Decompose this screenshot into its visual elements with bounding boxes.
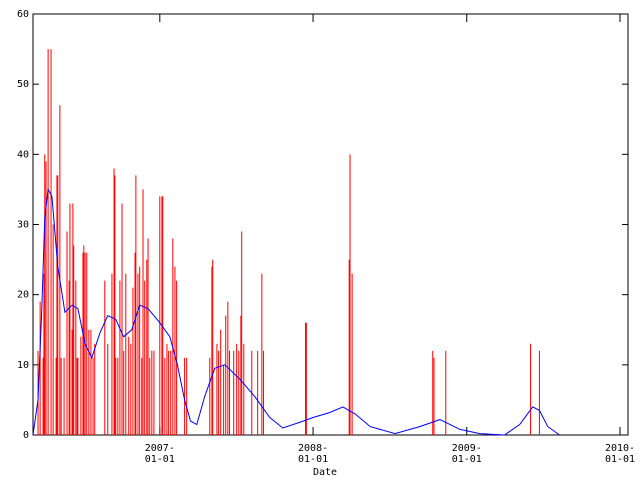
x-axis-label: Date xyxy=(313,467,337,478)
x-tick-label: 01-01 xyxy=(145,454,175,465)
y-tick-label: 50 xyxy=(17,79,29,90)
x-tick-label: 2007- xyxy=(145,443,175,454)
y-tick-label: 40 xyxy=(17,149,29,160)
x-tick-label: 01-01 xyxy=(298,454,328,465)
y-tick-label: 10 xyxy=(17,360,29,371)
smooth-line xyxy=(32,187,560,436)
x-tick-label: 2008- xyxy=(298,443,328,454)
y-tick-label: 30 xyxy=(17,220,29,231)
y-tick-label: 60 xyxy=(17,9,29,20)
x-tick-label: 01-01 xyxy=(605,454,635,465)
x-tick-label: 01-01 xyxy=(452,454,482,465)
x-tick-label: 2009- xyxy=(452,443,482,454)
y-tick-label: 20 xyxy=(17,290,29,301)
x-tick-label: 2010- xyxy=(605,443,635,454)
y-tick-label: 0 xyxy=(23,430,29,441)
